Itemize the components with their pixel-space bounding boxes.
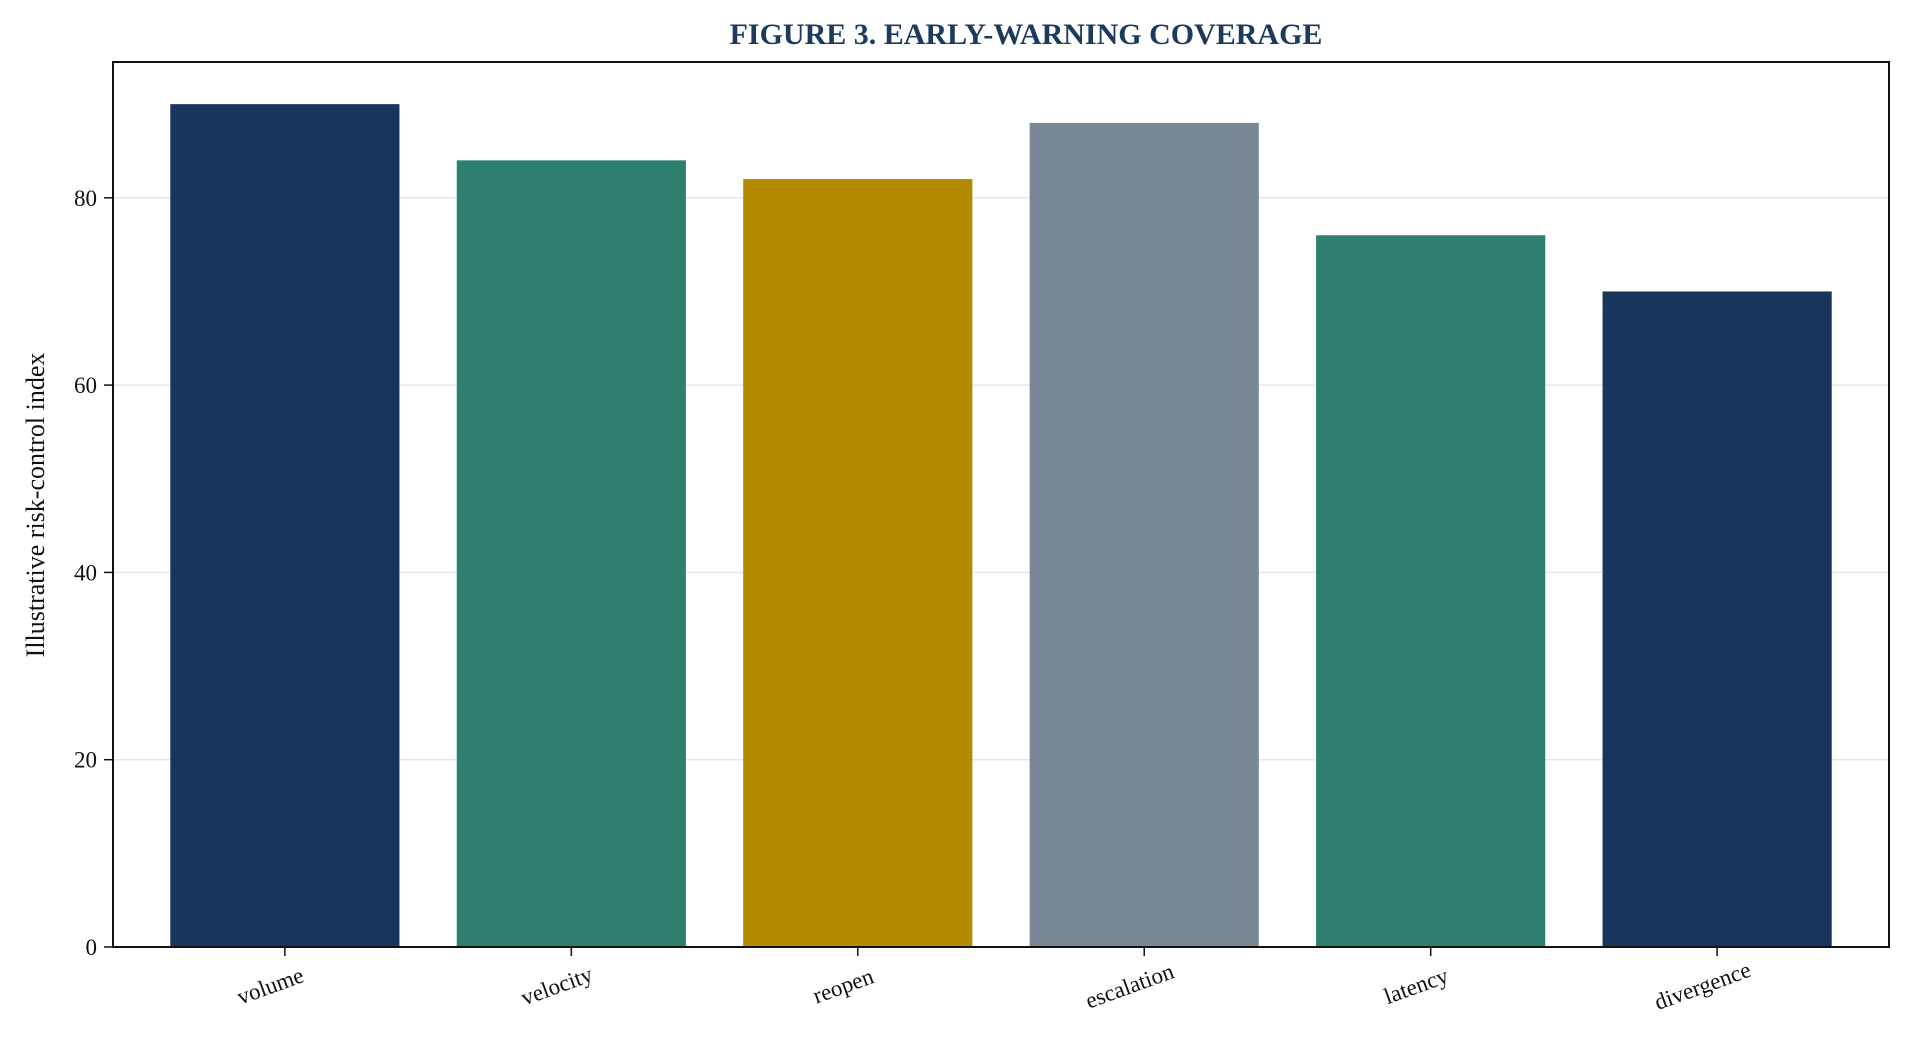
gridlines (113, 197, 1889, 761)
bar-escalation (1029, 122, 1259, 947)
plot-frame (112, 61, 1890, 948)
x-tick-label-divergence: divergence (1651, 957, 1754, 1015)
bar-latency (1316, 235, 1546, 947)
y-axis-ticks: 0 20 40 60 80 (74, 186, 113, 960)
y-tick-label: 40 (74, 560, 97, 585)
x-tick-label-latency: latency (1381, 963, 1452, 1009)
bar-velocity (456, 160, 686, 948)
bar-volume (170, 104, 400, 947)
x-tick-label-escalation: escalation (1082, 958, 1177, 1013)
x-tick-label-volume: volume (234, 962, 307, 1009)
bars (170, 104, 1832, 948)
bar-reopen (743, 179, 973, 948)
y-tick-label: 60 (74, 373, 97, 398)
chart-title: FIGURE 3. EARLY-WARNING COVERAGE (730, 18, 1323, 51)
x-tick-label-reopen: reopen (810, 963, 878, 1008)
y-tick-label: 80 (74, 186, 97, 211)
bar-divergence (1602, 291, 1832, 947)
y-axis-label: Illustrative risk-control index (21, 353, 50, 658)
x-axis-ticks: volume velocity reopen escalation latency div… (234, 947, 1754, 1015)
y-tick-label: 20 (74, 748, 97, 773)
y-tick-label: 0 (86, 935, 98, 960)
x-tick-label-velocity: velocity (518, 961, 597, 1010)
